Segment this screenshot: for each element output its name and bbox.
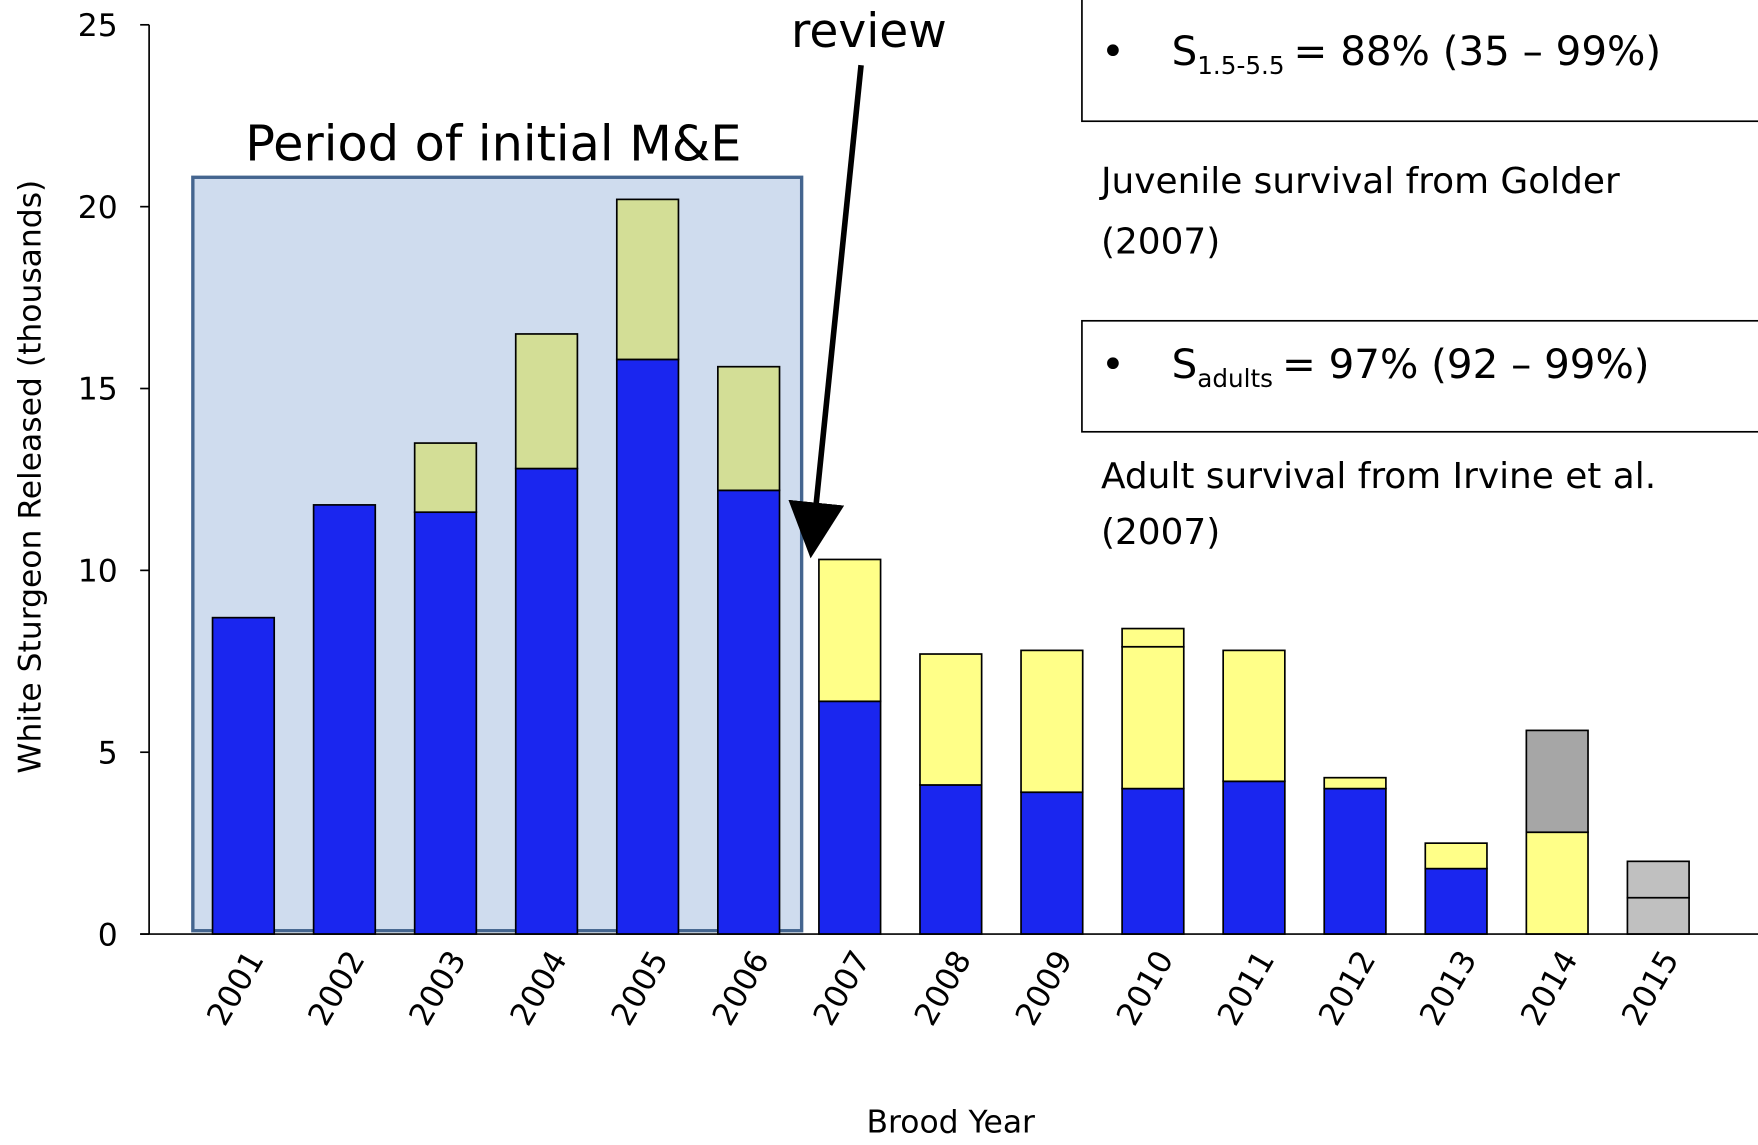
adult-box [1081, 319, 1758, 433]
bar-segment [1222, 780, 1286, 935]
bar-segment [615, 358, 680, 935]
bar-segment [919, 653, 983, 786]
bar-segment [413, 511, 478, 935]
x-tick-label: 2015 [1615, 945, 1686, 1032]
x-tick-label: 2003 [403, 945, 474, 1032]
value-text: = 88% (35 – 99%) [1294, 28, 1662, 75]
value-text: = 97% (92 – 99%) [1282, 341, 1650, 388]
review-label: review [791, 4, 947, 59]
bullet: • [1101, 28, 1125, 75]
y-axis-label: White Sturgeon Released (thousands) [12, 180, 48, 774]
bar-segment [818, 558, 882, 703]
y-tick-label: 5 [98, 735, 118, 771]
bar-segment [413, 442, 478, 514]
adult-note: Adult survival from Irvine et al. [1101, 456, 1656, 497]
bar-segment [1424, 867, 1488, 935]
x-tick-label: 2001 [200, 945, 271, 1032]
bar-segment [514, 467, 579, 935]
adult-box-text: • Sadults = 97% (92 – 99%) [1101, 341, 1650, 393]
bar-segment [1626, 860, 1690, 899]
juvenile-note: (2007) [1101, 222, 1220, 263]
bar-segment [514, 333, 579, 470]
x-tick-label: 2006 [706, 945, 777, 1032]
y-tick-label: 20 [78, 190, 118, 226]
bar-segment [1525, 729, 1589, 834]
bar-segment [1121, 787, 1185, 935]
x-tick-label: 2009 [1009, 945, 1080, 1032]
juvenile-box [1081, 0, 1758, 123]
bar-segment [818, 700, 882, 935]
bar-segment [1626, 896, 1690, 935]
y-tick-label: 15 [78, 372, 118, 408]
bar-segment [1222, 649, 1286, 783]
x-tick-label: 2014 [1514, 945, 1585, 1032]
bar-segment [312, 504, 377, 935]
period-label: Period of initial M&E [245, 114, 741, 172]
adult-note: (2007) [1101, 512, 1220, 553]
x-axis-label: Brood Year [867, 1105, 1036, 1141]
bar-segment [1020, 649, 1084, 794]
y-tick-label: 10 [78, 554, 118, 590]
x-tick-label: 2007 [807, 945, 878, 1032]
bar-segment [717, 489, 781, 935]
juvenile-note: Juvenile survival from Golder [1099, 161, 1620, 202]
bar-segment [615, 198, 680, 361]
bar-segment [1121, 645, 1185, 790]
x-tick-label: 2013 [1413, 945, 1484, 1032]
bar-segment [1323, 787, 1387, 935]
x-tick-label: 2011 [1211, 945, 1282, 1032]
symbol: S [1172, 341, 1198, 388]
bar-segment [1424, 842, 1488, 870]
symbol: S [1172, 28, 1198, 75]
x-tick-label: 2008 [908, 945, 979, 1032]
x-tick-label: 2002 [302, 945, 373, 1032]
juvenile-box-text: • S1.5-5.5 = 88% (35 – 99%) [1101, 28, 1661, 80]
period-box [191, 175, 804, 933]
bar-segment [1525, 831, 1589, 935]
subscript: 1.5-5.5 [1197, 51, 1284, 80]
subscript: adults [1197, 364, 1273, 393]
bar-segment [1020, 791, 1084, 935]
x-tick-label: 2010 [1110, 945, 1181, 1032]
bar-segment [1323, 776, 1387, 790]
bar-segment [211, 616, 276, 935]
x-tick-label: 2012 [1312, 945, 1383, 1032]
bar-segment [919, 784, 983, 935]
y-tick-label: 25 [78, 8, 118, 44]
bar-segment [1121, 627, 1185, 648]
review-arrow [788, 64, 864, 559]
x-tick-label: 2004 [504, 945, 575, 1032]
bar-segment [717, 365, 781, 492]
x-tick-label: 2005 [605, 945, 676, 1032]
bullet: • [1101, 341, 1125, 388]
y-tick-label: 0 [98, 917, 118, 953]
